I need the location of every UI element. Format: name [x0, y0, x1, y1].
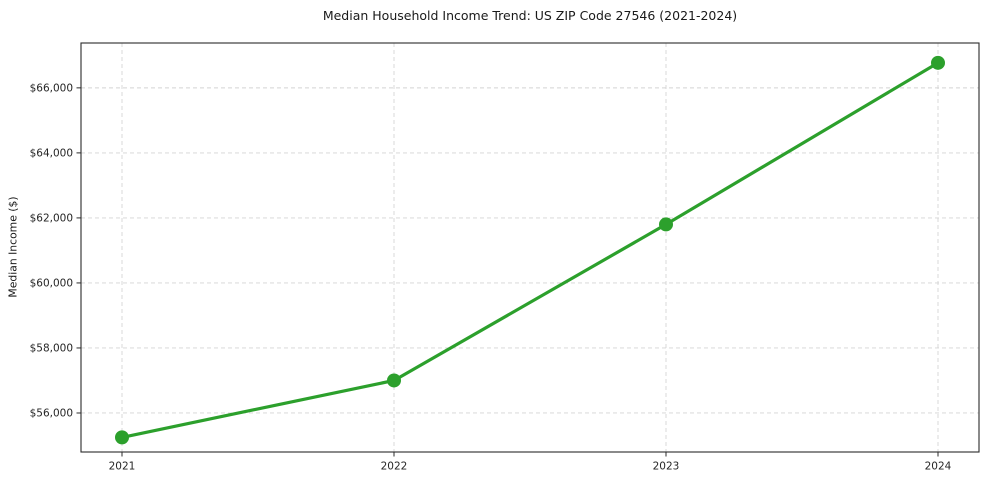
chart-title: Median Household Income Trend: US ZIP Co… — [322, 8, 738, 23]
data-points — [115, 55, 945, 445]
y-tick-label: $58,000 — [30, 343, 73, 355]
x-tick-label: 2022 — [381, 461, 408, 473]
data-point-2021 — [115, 430, 129, 445]
trend-line — [120, 61, 940, 439]
plot-border — [80, 42, 980, 453]
data-point-2024 — [931, 55, 945, 70]
axis-ticks: $56,000 $58,000 $60,000 $62,000 $64,000 $66,0… — [30, 83, 952, 473]
y-tick-label: $60,000 — [30, 278, 73, 290]
x-tick-label: 2024 — [925, 461, 952, 473]
y-tick-label: $64,000 — [30, 148, 73, 160]
y-tick-label: $66,000 — [30, 83, 73, 95]
y-tick-label: $56,000 — [30, 408, 73, 420]
x-tick-label: 2023 — [653, 461, 680, 473]
y-tick-label: $62,000 — [30, 213, 73, 225]
x-tick-label: 2021 — [109, 461, 136, 473]
gridlines — [81, 43, 979, 452]
data-point-2022 — [387, 373, 401, 388]
data-point-2023 — [659, 217, 673, 232]
